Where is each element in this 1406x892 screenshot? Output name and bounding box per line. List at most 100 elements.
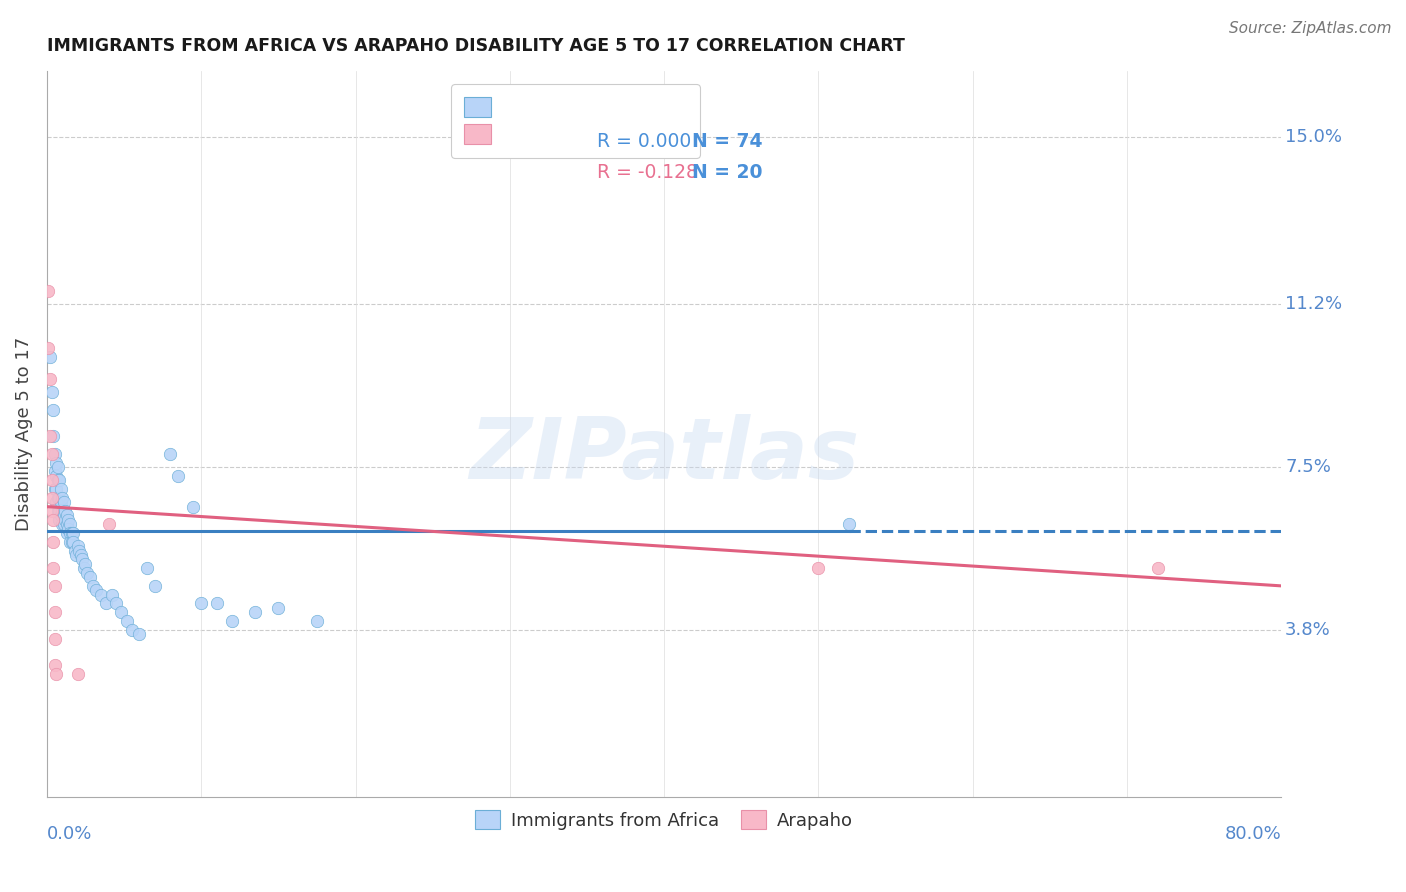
Point	[48, 491, 70, 505]
Point	[42, 402, 65, 417]
Point	[79, 570, 101, 584]
Point	[62, 534, 84, 549]
Point	[76, 566, 98, 580]
Point	[60, 534, 83, 549]
Point	[136, 561, 159, 575]
Text: Source: ZipAtlas.com: Source: ZipAtlas.com	[1229, 21, 1392, 36]
Point	[44, 605, 66, 619]
Point	[42, 561, 65, 575]
Legend: Immigrants from Africa, Arapaho: Immigrants from Africa, Arapaho	[464, 799, 863, 840]
Text: 11.2%: 11.2%	[1285, 295, 1343, 313]
Point	[58, 513, 80, 527]
Text: 80.0%: 80.0%	[1225, 825, 1281, 843]
Point	[159, 447, 181, 461]
Point	[44, 579, 66, 593]
Point	[51, 491, 73, 505]
Point	[66, 539, 89, 553]
Point	[48, 504, 70, 518]
Point	[49, 508, 72, 523]
Point	[46, 473, 69, 487]
Point	[46, 504, 69, 518]
Point	[49, 495, 72, 509]
Point	[183, 500, 205, 514]
Point	[56, 517, 79, 532]
Point	[46, 460, 69, 475]
Point	[115, 614, 138, 628]
Point	[46, 491, 69, 505]
Point	[62, 526, 84, 541]
Point	[41, 385, 63, 400]
Point	[66, 667, 89, 681]
Point	[44, 464, 66, 478]
Point	[41, 504, 63, 518]
Point	[75, 557, 97, 571]
Point	[51, 504, 73, 518]
Text: R = 0.000: R = 0.000	[596, 133, 690, 152]
Point	[39, 429, 62, 443]
Text: 3.8%: 3.8%	[1285, 621, 1331, 639]
Point	[143, 579, 166, 593]
Text: 0.0%: 0.0%	[46, 825, 93, 843]
Point	[51, 517, 73, 532]
Point	[48, 513, 70, 527]
Point	[807, 561, 830, 575]
Point	[63, 543, 86, 558]
Y-axis label: Disability Age 5 to 17: Disability Age 5 to 17	[15, 337, 32, 531]
Point	[45, 482, 67, 496]
Point	[52, 517, 75, 532]
Point	[42, 429, 65, 443]
Point	[59, 517, 82, 532]
Point	[41, 473, 63, 487]
Point	[45, 495, 67, 509]
Point	[838, 517, 860, 532]
Point	[305, 614, 328, 628]
Point	[221, 614, 243, 628]
Point	[58, 522, 80, 536]
Point	[72, 552, 94, 566]
Point	[52, 508, 75, 523]
Point	[42, 513, 65, 527]
Point	[37, 284, 59, 298]
Point	[37, 341, 59, 355]
Point	[97, 517, 120, 532]
Text: R = -0.128: R = -0.128	[596, 163, 697, 183]
Point	[105, 597, 128, 611]
Point	[52, 495, 75, 509]
Point	[100, 588, 122, 602]
Point	[73, 561, 96, 575]
Point	[44, 447, 66, 461]
Text: N = 20: N = 20	[692, 163, 762, 183]
Text: 15.0%: 15.0%	[1285, 128, 1343, 145]
Point	[41, 447, 63, 461]
Point	[90, 588, 112, 602]
Point	[267, 600, 290, 615]
Point	[128, 627, 150, 641]
Point	[55, 513, 77, 527]
Point	[59, 526, 82, 541]
Point	[39, 350, 62, 364]
Point	[55, 504, 77, 518]
Point	[190, 597, 212, 611]
Point	[59, 534, 82, 549]
Point	[56, 526, 79, 541]
Point	[94, 597, 117, 611]
Point	[44, 482, 66, 496]
Point	[82, 579, 104, 593]
Point	[121, 623, 143, 637]
Point	[42, 534, 65, 549]
Text: ZIPatlas: ZIPatlas	[470, 414, 859, 497]
Point	[45, 456, 67, 470]
Point	[49, 482, 72, 496]
Point	[39, 372, 62, 386]
Point	[56, 508, 79, 523]
Point	[1147, 561, 1170, 575]
Point	[110, 605, 132, 619]
Text: IMMIGRANTS FROM AFRICA VS ARAPAHO DISABILITY AGE 5 TO 17 CORRELATION CHART: IMMIGRANTS FROM AFRICA VS ARAPAHO DISABI…	[46, 37, 905, 55]
Point	[69, 548, 91, 562]
Point	[167, 468, 190, 483]
Point	[45, 667, 67, 681]
Point	[245, 605, 267, 619]
Point	[44, 632, 66, 646]
Point	[67, 543, 90, 558]
Point	[41, 491, 63, 505]
